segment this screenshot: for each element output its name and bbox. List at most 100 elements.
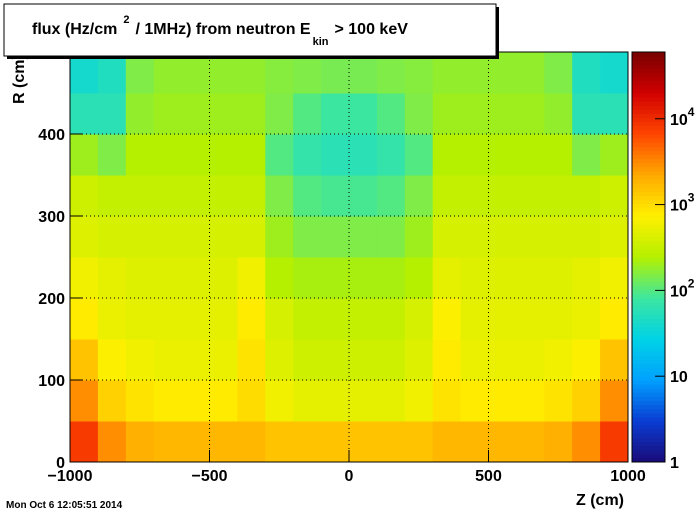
color-bar-step <box>632 326 665 332</box>
heatmap-cell <box>404 257 434 299</box>
heatmap-cell <box>97 175 127 217</box>
color-bar-step <box>632 52 665 57</box>
heatmap-cell <box>153 175 183 217</box>
color-bar-step <box>632 298 665 303</box>
color-bar-step <box>632 72 665 78</box>
heatmap-cell <box>125 339 155 381</box>
color-bar-step <box>632 252 665 258</box>
heatmap-cell <box>600 52 629 94</box>
heatmap-cell <box>460 134 489 176</box>
heatmap-cell <box>376 421 406 463</box>
heatmap-cell <box>181 175 210 217</box>
heatmap-cell <box>544 380 573 422</box>
color-bar-step <box>632 289 665 295</box>
color-bar-step <box>632 433 665 438</box>
heatmap-cell <box>376 216 406 258</box>
color-bar-step <box>632 146 665 151</box>
heatmap-cell <box>237 257 266 299</box>
heatmap-cell <box>209 257 238 299</box>
heatmap-cell <box>432 380 462 422</box>
heatmap-cell <box>265 175 294 217</box>
heatmap-cell <box>321 339 350 381</box>
heatmap-cell <box>544 257 573 299</box>
heatmap-cell <box>209 298 238 340</box>
heatmap-cell <box>432 134 462 176</box>
x-axis-label: Z (cm) <box>576 492 624 509</box>
heatmap-cell <box>376 380 406 422</box>
heatmap-cell <box>404 380 434 422</box>
heatmap-cell <box>600 339 629 381</box>
color-bar-step <box>632 170 665 176</box>
heatmap-cell <box>488 339 517 381</box>
heatmap-cell <box>293 93 322 135</box>
color-bar-step <box>632 302 665 307</box>
heatmap-cell <box>181 298 210 340</box>
heatmap-cell <box>349 216 378 258</box>
color-bar-step <box>632 175 665 180</box>
heatmap-cell <box>544 421 573 463</box>
heatmap-cell <box>70 298 99 340</box>
y-axis-label: R (cm) <box>11 54 28 104</box>
color-bar-step <box>632 199 665 205</box>
color-bar-frame <box>631 51 666 463</box>
heatmap-cell <box>293 339 322 381</box>
color-bar-step <box>632 310 665 315</box>
color-bar-step <box>632 248 665 254</box>
heatmap-cell <box>572 134 601 176</box>
heatmap-cell <box>349 93 378 135</box>
heatmap-cell <box>544 134 573 176</box>
heatmap-cell <box>488 216 517 258</box>
heatmap-cell <box>376 175 406 217</box>
heatmap-cell <box>70 175 99 217</box>
heatmap-cell <box>321 380 350 422</box>
color-bar-step <box>632 359 665 365</box>
heatmap-cell <box>181 134 210 176</box>
heatmap-cell <box>97 134 127 176</box>
heatmap-cell <box>488 134 517 176</box>
heatmap-cell <box>209 380 238 422</box>
z-tick-label: 104 <box>670 105 695 129</box>
z-tick-base: 10 <box>670 112 688 129</box>
heatmap-cell <box>572 421 601 463</box>
z-tick-base: 1 <box>670 455 679 472</box>
heatmap-cell <box>376 339 406 381</box>
color-bar-step <box>632 64 665 69</box>
heatmap-cell <box>516 134 545 176</box>
heatmap-cell <box>460 421 489 463</box>
heatmap-cell <box>153 93 183 135</box>
heatmap-cell <box>516 175 545 217</box>
heatmap-cell <box>404 421 434 463</box>
color-bar-step <box>632 166 665 172</box>
heatmap-cell <box>153 134 183 176</box>
color-bar-step <box>632 129 665 135</box>
color-bar-step <box>632 273 665 278</box>
color-bar-step <box>632 351 665 356</box>
color-bar-step <box>632 240 665 246</box>
color-bar-step <box>632 425 665 430</box>
heatmap-cell <box>321 175 350 217</box>
color-bar-step <box>632 56 665 61</box>
color-bar-step <box>632 396 665 401</box>
heatmap-cell <box>125 421 155 463</box>
heatmap-cell <box>404 298 434 340</box>
chart-title: flux (Hz/cm 2 / 1MHz) from neutron Ekin > 1… <box>32 14 408 48</box>
color-bar-step <box>632 203 665 209</box>
heatmap-cell <box>293 298 322 340</box>
color-bar-step <box>632 220 665 225</box>
heatmap-cell <box>572 257 601 299</box>
heatmap-cell <box>600 216 629 258</box>
heatmap-cell <box>237 421 266 463</box>
heatmap-cell <box>349 339 378 381</box>
color-bar-step <box>632 207 665 213</box>
color-bar-step <box>632 388 665 393</box>
color-bar-step <box>632 400 665 406</box>
heatmap-cell <box>265 93 294 135</box>
heatmap-cell <box>321 257 350 299</box>
heatmap-cell <box>432 257 462 299</box>
heatmap-cell <box>125 257 155 299</box>
color-bar-step <box>632 306 665 311</box>
heatmap-cell <box>237 380 266 422</box>
heatmap-cell <box>321 93 350 135</box>
heatmap-cell <box>265 421 294 463</box>
heatmap-cell <box>293 380 322 422</box>
